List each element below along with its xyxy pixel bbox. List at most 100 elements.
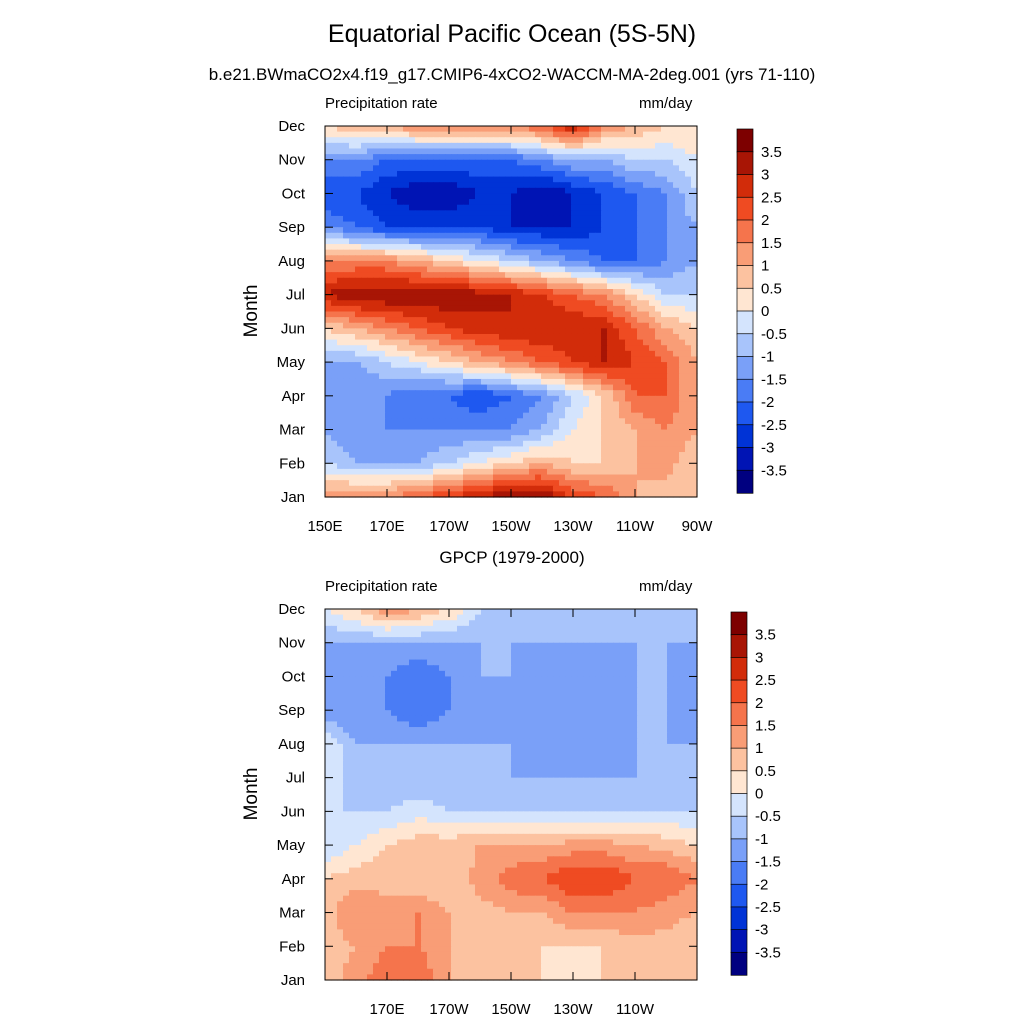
panel1-heat-cell bbox=[373, 277, 380, 284]
panel1-heat-cell bbox=[637, 193, 644, 200]
panel1-heat-cell bbox=[601, 159, 608, 166]
panel1-heat-cell bbox=[427, 131, 434, 138]
panel2-heat-cell bbox=[571, 614, 578, 621]
panel2-heat-cell bbox=[367, 670, 374, 678]
panel1-heat-cell bbox=[547, 401, 554, 408]
panel2-heat-cell bbox=[493, 648, 500, 655]
panel2-heatmap bbox=[325, 609, 698, 981]
panel1-heat-cell bbox=[673, 457, 680, 464]
panel2-heat-cell bbox=[397, 659, 404, 666]
panel1-heat-cell bbox=[643, 362, 650, 369]
panel1-heat-cell bbox=[505, 474, 512, 481]
panel1-heat-cell bbox=[379, 300, 386, 307]
panel1-heat-cell bbox=[457, 182, 464, 189]
panel1-heat-cell bbox=[463, 137, 470, 144]
panel1-heat-cell bbox=[535, 182, 542, 189]
panel2-heat-cell bbox=[637, 631, 644, 638]
panel1-heat-cell bbox=[607, 423, 614, 431]
panel1-heat-cell bbox=[637, 255, 644, 262]
panel1-heat-cell bbox=[691, 407, 698, 414]
panel1-heat-cell bbox=[529, 131, 536, 138]
panel1-heat-cell bbox=[577, 378, 584, 386]
panel1-heat-cell bbox=[685, 333, 692, 341]
panel2-heat-cell bbox=[457, 670, 464, 678]
panel1-heat-cell bbox=[355, 440, 362, 448]
panel1-heat-cell bbox=[523, 221, 530, 228]
panel1-heat-cell bbox=[421, 480, 428, 487]
panel1-heat-cell bbox=[409, 277, 416, 284]
panel1-heat-cell bbox=[649, 165, 656, 172]
panel1-heat-cell bbox=[361, 165, 368, 172]
panel1-heat-cell bbox=[631, 378, 638, 386]
panel2-heat-cell bbox=[553, 648, 560, 655]
panel2-heat-cell bbox=[373, 631, 380, 638]
panel2-heat-cell bbox=[547, 648, 554, 655]
panel1-heat-cell bbox=[613, 384, 620, 391]
panel1-heat-cell bbox=[589, 401, 596, 408]
panel1-heat-cell bbox=[499, 244, 506, 251]
panel1-heat-cell bbox=[355, 435, 362, 442]
panel1-heat-cell bbox=[343, 126, 350, 133]
panel2-heat-cell bbox=[463, 648, 470, 655]
panel1-heat-cell bbox=[397, 367, 404, 374]
panel1-heat-cell bbox=[691, 474, 698, 481]
panel2-heat-cell bbox=[373, 625, 380, 633]
panel1-heat-cell bbox=[433, 232, 440, 240]
panel1-heat-cell bbox=[679, 277, 686, 284]
panel1-heat-cell bbox=[637, 176, 644, 183]
panel1-heat-cell bbox=[511, 480, 518, 487]
panel1-heat-cell bbox=[325, 193, 332, 200]
panel1-heat-cell bbox=[331, 126, 338, 133]
panel1-heat-cell bbox=[667, 227, 674, 234]
panel1-heat-cell bbox=[451, 457, 458, 464]
panel1-heat-cell bbox=[325, 221, 332, 228]
panel1-heat-cell bbox=[361, 193, 368, 200]
panel1-heat-cell bbox=[421, 170, 428, 178]
panel1-heat-cell bbox=[523, 423, 530, 431]
panel1-heat-cell bbox=[487, 457, 494, 464]
panel1-heat-cell bbox=[457, 435, 464, 442]
panel1-heat-cell bbox=[613, 289, 620, 296]
panel1-heat-cell bbox=[361, 390, 368, 397]
panel1-heat-cell bbox=[685, 491, 692, 498]
panel2-heat-cell bbox=[349, 642, 356, 649]
panel1-heat-cell bbox=[385, 328, 392, 335]
panel1-heat-cell bbox=[631, 227, 638, 234]
panel1-heat-cell bbox=[607, 159, 614, 166]
panel1-heat-cell bbox=[457, 322, 464, 329]
panel2-heat-cell bbox=[463, 670, 470, 678]
panel1-heat-cell bbox=[361, 457, 368, 464]
panel1-heat-cell bbox=[361, 322, 368, 329]
panel1-heat-cell bbox=[451, 266, 458, 273]
panel1-heat-cell bbox=[631, 131, 638, 138]
panel1-heat-cell bbox=[481, 395, 488, 403]
panel1-heat-cell bbox=[643, 435, 650, 442]
panel1-heat-cell bbox=[511, 407, 518, 414]
panel1-heat-cell bbox=[679, 187, 686, 195]
panel2-heat-cell bbox=[445, 625, 452, 633]
panel1-heat-cell bbox=[373, 457, 380, 464]
panel1-heat-cell bbox=[325, 435, 332, 442]
panel1-heat-cell bbox=[535, 131, 542, 138]
panel1-heat-cell bbox=[523, 407, 530, 414]
panel1-heat-cell bbox=[409, 435, 416, 442]
panel1-heat-cell bbox=[601, 322, 608, 329]
panel2-heat-cell bbox=[559, 665, 566, 672]
panel1-heat-cell bbox=[445, 199, 452, 206]
panel1-heat-cell bbox=[349, 289, 356, 296]
panel1-heat-cell bbox=[367, 154, 374, 161]
panel1-heat-cell bbox=[535, 142, 542, 150]
panel1-heat-cell bbox=[553, 193, 560, 200]
panel1-heat-cell bbox=[679, 480, 686, 487]
panel1-heat-cell bbox=[337, 339, 344, 346]
panel1-heat-cell bbox=[421, 159, 428, 166]
panel1-heat-cell bbox=[325, 137, 332, 144]
panel1-heat-cell bbox=[565, 154, 572, 161]
panel1-heat-cell bbox=[337, 491, 344, 498]
panel1-heat-cell bbox=[481, 126, 488, 133]
panel1-heat-cell bbox=[559, 182, 566, 189]
panel2-heat-cell bbox=[685, 631, 692, 638]
panel1-heat-cell bbox=[565, 300, 572, 307]
panel1-heat-cell bbox=[607, 412, 614, 419]
panel2-heat-cell bbox=[343, 637, 350, 644]
